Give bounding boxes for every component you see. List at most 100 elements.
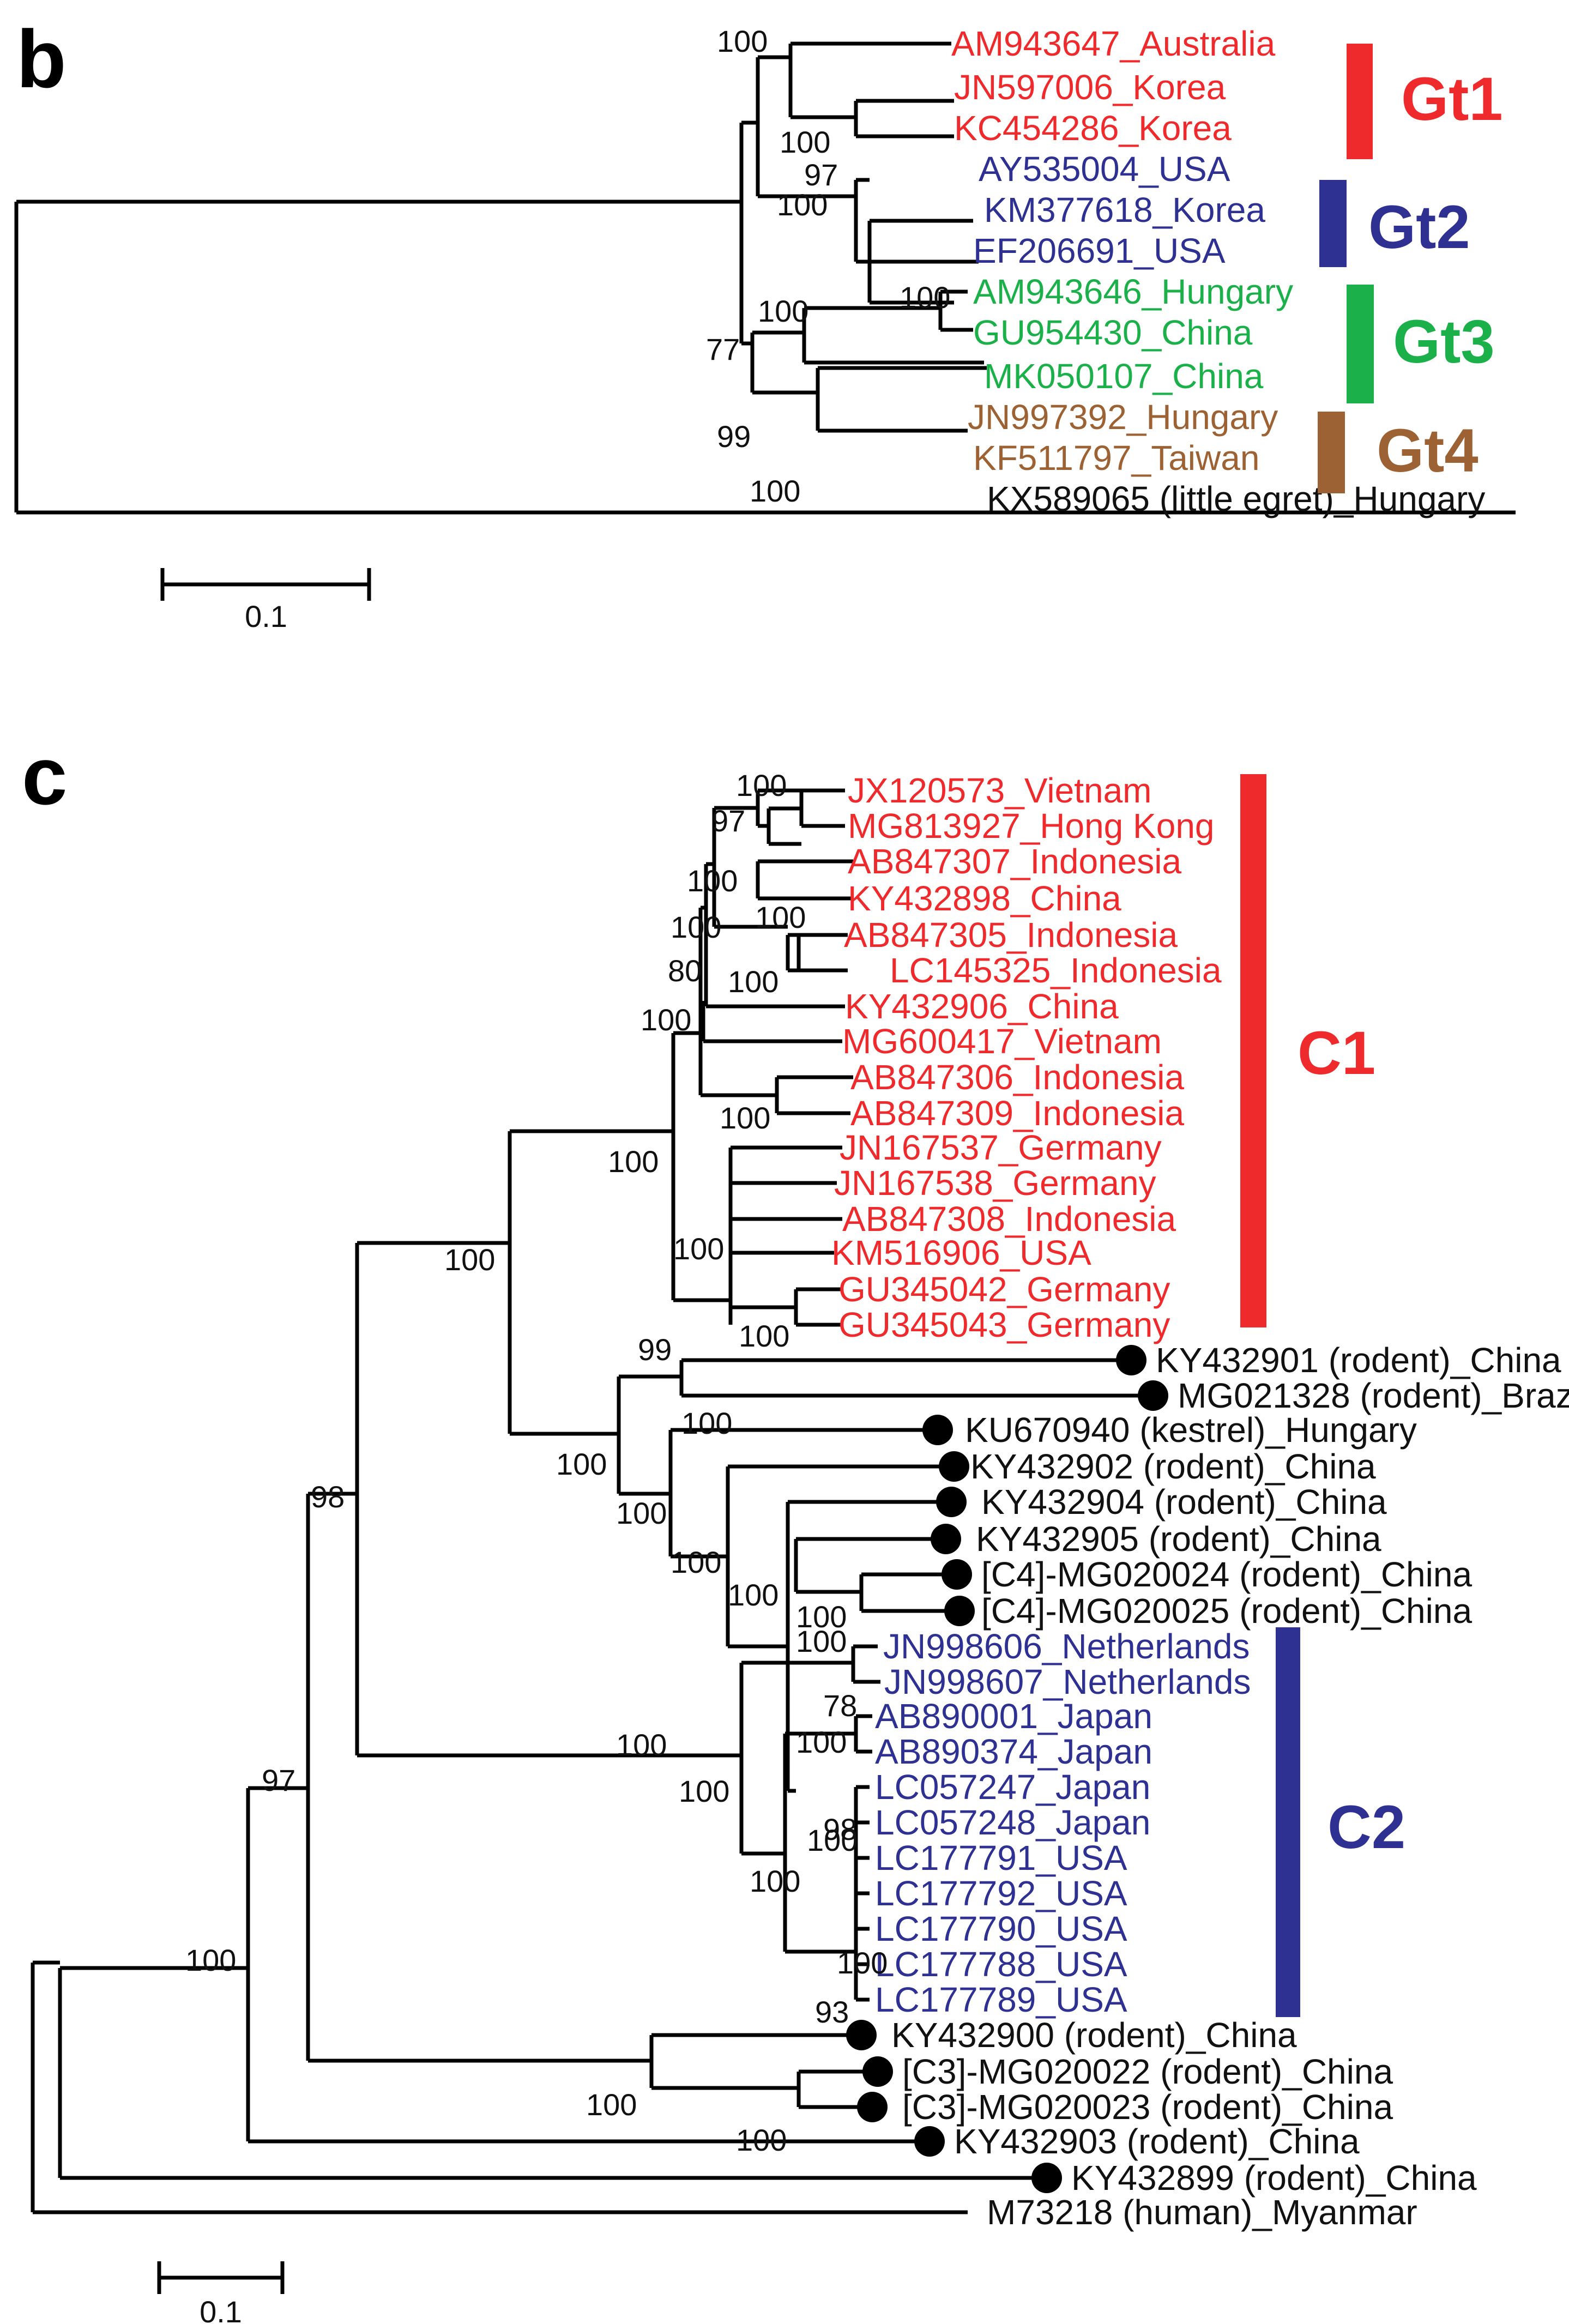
taxon-label: KX589065 (little egret)_Hungary [987,479,1485,518]
bootstrap-value: 100 [739,1319,789,1353]
group-label-gt4: Gt4 [1377,416,1479,485]
sample-dot-icon [1138,1380,1168,1411]
taxon-label: KC454286_Korea [954,108,1232,148]
bootstrap-value: 99 [638,1332,672,1367]
taxon-label: JN998607_Netherlands [884,1662,1251,1701]
panel-c-scale-bar: 0.1 [157,2261,285,2324]
bootstrap-value: 97 [711,804,745,838]
panel-c-scale-label: 0.1 [200,2295,242,2324]
taxon-label: AB847307_Indonesia [848,842,1182,881]
bootstrap-value: 100 [796,1725,847,1759]
sample-dot-icon [942,1559,972,1590]
taxon-label: KY432905 (rodent)_China [976,1519,1381,1559]
bootstrap-value: 100 [444,1242,495,1277]
taxon-label: JN597006_Korea [954,68,1226,107]
group-bar-gt2 [1319,180,1347,267]
taxon-label: EF206691_USA [973,231,1226,270]
taxon-label: [C4]-MG020024 (rodent)_China [981,1555,1472,1594]
taxon-label: JN167538_Germany [834,1163,1156,1203]
taxon-label: KY432902 (rodent)_China [970,1447,1376,1486]
bootstrap-value: 100 [900,280,950,315]
taxon-label: AB890374_Japan [875,1732,1152,1771]
bootstrap-value: 100 [728,1578,779,1612]
taxon-label: MK050107_China [984,357,1264,396]
bootstrap-value: 99 [717,419,751,454]
taxon-label: GU345043_Germany [838,1305,1170,1344]
panel-c-branches [31,788,1150,2214]
panel-b-scale-bar: 0.1 [160,568,371,633]
bootstrap-value: 100 [750,474,800,508]
bootstrap-value: 100 [758,294,808,328]
panel-b-taxon-labels: AM943647_Australia JN597006_KoreaKC454286… [951,24,1485,518]
sample-dot-icon [1031,2163,1062,2193]
sample-dot-icon [846,2020,877,2050]
taxon-label: KY432904 (rodent)_China [981,1482,1387,1522]
sample-dot-icon [914,2126,945,2157]
taxon-label: AB847306_Indonesia [850,1058,1185,1097]
group-label-gt2: Gt2 [1368,193,1470,261]
bootstrap-value: 100 [736,768,787,802]
group-bar-gt3 [1347,285,1374,403]
panel-b-group-bars: Gt1 Gt2 Gt3 Gt4 [1318,44,1503,493]
bootstrap-value: 100 [777,188,828,222]
group-bar-gt4 [1318,412,1345,493]
taxon-label: GU954430_China [973,313,1253,352]
bootstrap-value: 78 [823,1688,857,1723]
taxon-label: JN997392_Hungary [968,397,1278,437]
bootstrap-value: 100 [616,1496,667,1530]
panel-b-branches [14,41,1516,515]
bootstrap-value: 100 [616,1728,667,1762]
panel-b: b AM943647_Australia JN597006_KoreaKC4542… [14,13,1516,633]
bootstrap-value: 100 [807,1823,858,1857]
taxon-label: LC057248_Japan [875,1803,1150,1842]
group-bar-c1 [1240,774,1266,1327]
bootstrap-value: 100 [717,24,768,58]
group-label-gt3: Gt3 [1393,307,1495,376]
panel-b-scale-label: 0.1 [245,599,287,633]
taxon-label: [C3]-MG020022 (rodent)_China [902,2052,1393,2091]
taxon-label: KY432900 (rodent)_China [891,2015,1297,2055]
sample-dot-icon [936,1487,967,1517]
taxon-label: KM516906_USA [831,1233,1091,1272]
sample-dot-icon [857,2092,888,2122]
taxon-label: AB890001_Japan [875,1697,1152,1736]
bootstrap-value: 100 [796,1599,847,1634]
bootstrap-value: 97 [262,1763,295,1797]
group-label-c2: C2 [1327,1793,1405,1861]
taxon-label: AB847309_Indonesia [850,1094,1185,1133]
taxon-label: MG813927_Hong Kong [848,806,1215,846]
bootstrap-value: 97 [804,158,838,192]
taxon-label: M73218 (human)_Myanmar [987,2193,1417,2232]
taxon-label: JX120573_Vietnam [848,771,1151,810]
group-label-gt1: Gt1 [1401,65,1503,133]
taxon-label: JN998606_Netherlands [883,1627,1250,1666]
taxon-label: LC177789_USA [875,1980,1127,2019]
bootstrap-value: 100 [750,1864,800,1898]
panel-c-tree-branches [31,788,1150,2214]
taxon-label: KY432903 (rodent)_China [954,2122,1360,2161]
bootstrap-value: 100 [837,1946,888,1980]
bootstrap-value: 100 [681,1406,732,1440]
bootstrap-value: 98 [311,1480,345,1514]
sample-dot-icon [922,1415,953,1445]
taxon-label: LC177788_USA [875,1945,1127,1984]
taxon-label: KY432901 (rodent)_China [1156,1341,1561,1380]
taxon-label: MG600417_Vietnam [842,1022,1162,1061]
bootstrap-value: 100 [687,864,738,898]
panel-c-group-bars: C1 C2 [1240,774,1405,2017]
panel-b-tree-branches [14,41,1516,515]
taxon-label: JN167537_Germany [840,1128,1162,1167]
taxon-label: AM943646_Hungary [973,272,1293,311]
taxon-label: KY432898_China [848,879,1121,918]
group-bar-gt1 [1347,44,1373,159]
taxon-label: KY432899 (rodent)_China [1071,2158,1477,2198]
bootstrap-value: 100 [586,2087,637,2122]
bootstrap-value: 100 [608,1144,659,1179]
sample-dot-icon [862,2056,893,2087]
bootstrap-value: 80 [668,953,702,988]
bootstrap-value: 100 [720,1101,770,1135]
